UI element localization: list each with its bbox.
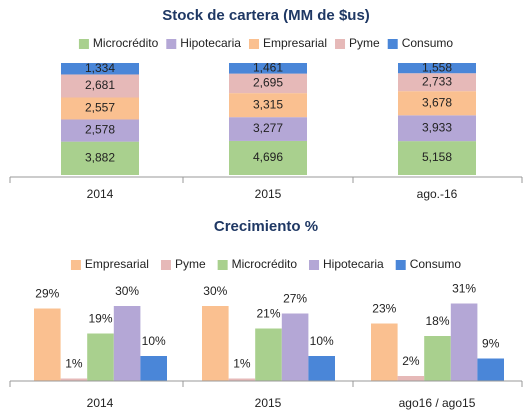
data-label: 10% — [142, 334, 166, 348]
bar — [397, 376, 425, 381]
data-label: 1% — [233, 357, 251, 371]
bar — [450, 303, 478, 381]
bar — [202, 306, 229, 381]
bar — [87, 333, 114, 381]
legend-swatch — [395, 260, 406, 270]
bar — [113, 306, 141, 381]
legend-label: Consumo — [410, 257, 462, 271]
data-label: 18% — [425, 314, 449, 328]
bar-segment — [61, 119, 139, 142]
bar — [424, 336, 451, 381]
legend-label: Hipotecaria — [180, 36, 241, 50]
x-tick-label: ago.-16 — [417, 187, 458, 201]
legend-label: Hipotecaria — [323, 257, 384, 271]
data-label: 30% — [115, 284, 139, 298]
bar — [60, 378, 88, 381]
legend-swatch — [335, 39, 346, 49]
bar-segment — [61, 74, 139, 98]
x-tick-label: ago16 / ago15 — [399, 396, 476, 410]
data-label: 2,578 — [85, 123, 115, 137]
legend-swatch — [309, 260, 320, 270]
bar-segment — [229, 73, 307, 94]
data-label: 27% — [283, 292, 307, 306]
legend-label: Pyme — [349, 36, 380, 50]
legend-swatch — [248, 39, 259, 49]
bar-segment — [229, 117, 307, 141]
x-tick-label: 2014 — [87, 187, 114, 201]
data-label: 1,558 — [422, 60, 452, 74]
legend-swatch — [70, 260, 81, 270]
data-label: 4,696 — [253, 150, 283, 164]
legend-swatch — [387, 39, 398, 49]
bar-segment — [61, 97, 139, 120]
bar-segment — [398, 91, 476, 116]
chart-title: Crecimiento % — [214, 218, 318, 235]
data-label: 21% — [256, 307, 280, 321]
data-label: 1,334 — [85, 61, 115, 75]
data-label: 5,158 — [422, 150, 452, 164]
data-label: 10% — [310, 334, 334, 348]
bar-segment — [398, 63, 476, 74]
legend-swatch — [78, 39, 89, 49]
bar — [34, 308, 61, 381]
data-label: 3,882 — [85, 150, 115, 164]
data-label: 30% — [203, 284, 227, 298]
x-tick-label: 2015 — [255, 187, 282, 201]
data-label: 19% — [88, 312, 112, 326]
legend-swatch — [160, 260, 171, 270]
x-tick-label: 2015 — [255, 396, 282, 410]
x-tick-label: 2014 — [87, 396, 114, 410]
bar-segment — [229, 93, 307, 118]
data-label: 29% — [35, 287, 59, 301]
bar — [228, 378, 256, 381]
data-label: 1,461 — [253, 60, 283, 74]
data-label: 3,678 — [422, 95, 452, 109]
bar-segment — [398, 141, 476, 175]
bar-segment — [61, 63, 139, 75]
data-label: 1% — [65, 357, 83, 371]
data-label: 3,933 — [422, 120, 452, 134]
data-label: 2,733 — [422, 74, 452, 88]
legend-swatch — [166, 39, 177, 49]
bar — [255, 328, 282, 381]
legend-swatch — [217, 260, 228, 270]
bar — [477, 358, 504, 381]
data-label: 23% — [372, 302, 396, 316]
legend-label: Empresarial — [85, 257, 149, 271]
bar-segment — [398, 115, 476, 142]
bar-segment — [229, 140, 307, 175]
chart-title: Stock de cartera (MM de $us) — [162, 7, 370, 24]
bar-segment — [398, 73, 476, 92]
legend-label: Microcrédito — [93, 36, 159, 50]
bar-segment — [61, 141, 139, 175]
bar — [308, 356, 335, 381]
bar — [281, 313, 309, 381]
legend-label: Consumo — [402, 36, 454, 50]
data-label: 2,557 — [85, 101, 115, 115]
legend-label: Empresarial — [263, 36, 327, 50]
legend-label: Pyme — [175, 257, 206, 271]
bar — [371, 323, 398, 381]
data-label: 2,681 — [85, 78, 115, 92]
data-label: 31% — [452, 282, 476, 296]
bar — [140, 356, 167, 381]
data-label: 3,277 — [253, 121, 283, 135]
bar-segment — [229, 63, 307, 74]
data-label: 2% — [402, 354, 420, 368]
data-label: 2,695 — [253, 76, 283, 90]
legend-label: Microcrédito — [232, 257, 298, 271]
data-label: 9% — [482, 337, 500, 351]
data-label: 3,315 — [253, 97, 283, 111]
